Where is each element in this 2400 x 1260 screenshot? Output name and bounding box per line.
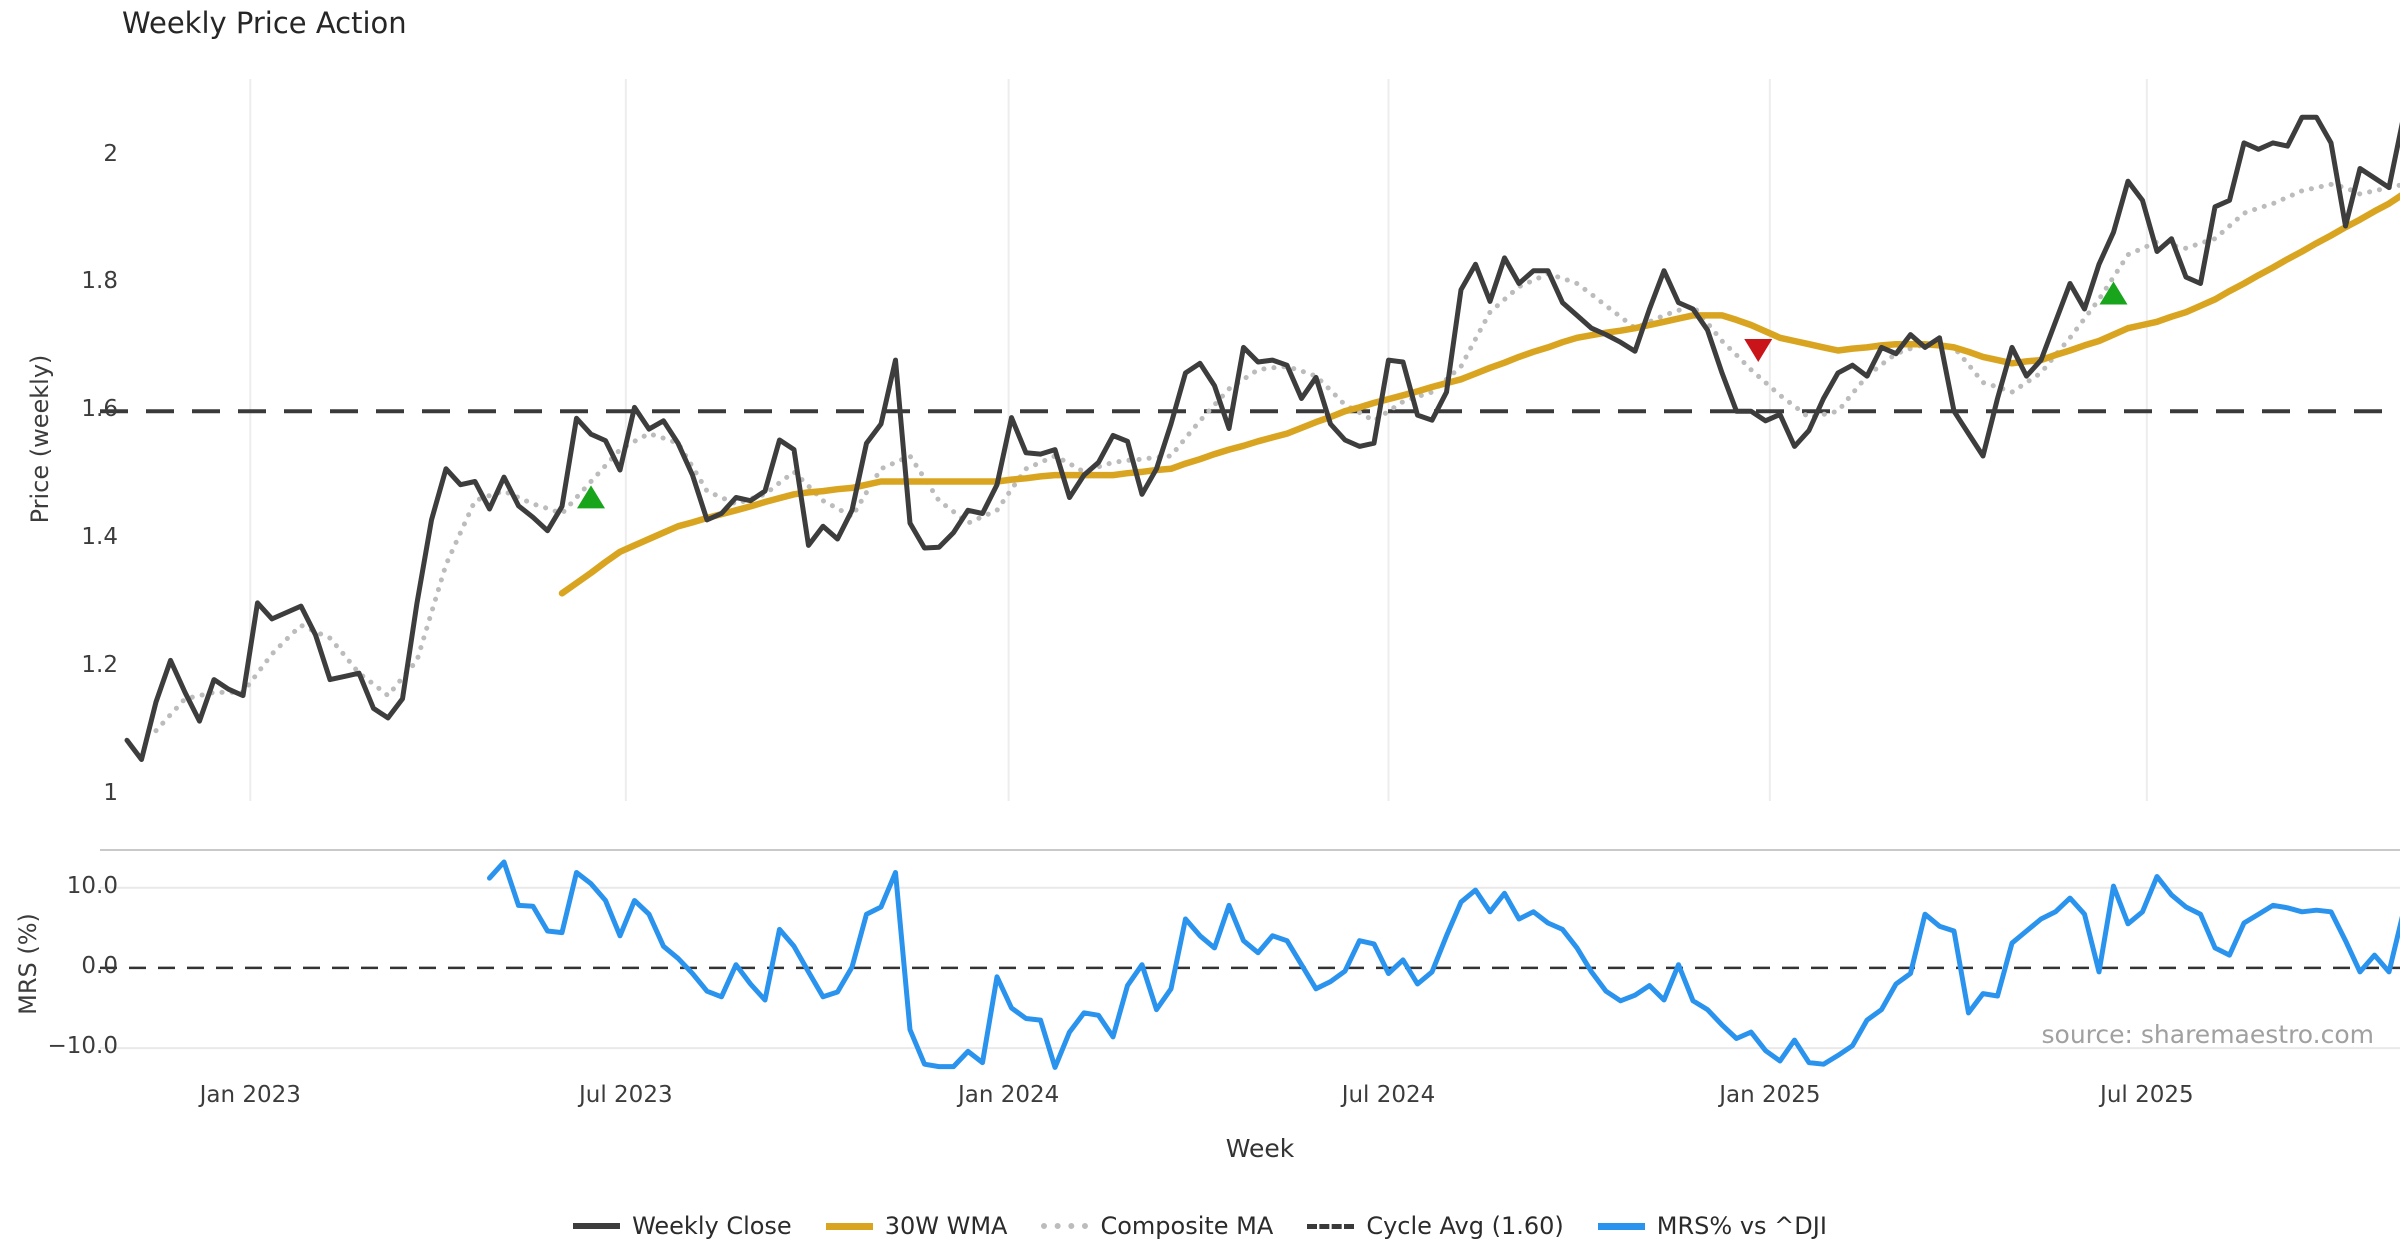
- legend-item-cycle-avg: Cycle Avg (1.60): [1307, 1212, 1564, 1240]
- legend-item-30w-wma: 30W WMA: [825, 1212, 1008, 1240]
- buy-signal-marker: [2099, 281, 2128, 305]
- x-axis-label: Week: [1225, 1134, 1295, 1163]
- legend-label: Composite MA: [1100, 1212, 1274, 1240]
- wma-line-swatch: [825, 1222, 873, 1230]
- legend-item-composite-ma: Composite MA: [1041, 1212, 1273, 1240]
- price-ytick-label: 1.2: [81, 651, 118, 678]
- chart-title: Weekly Price Action: [122, 6, 407, 40]
- source-note: source: sharemaestro.com: [2041, 1020, 2375, 1049]
- price-ytick-label: 1: [103, 779, 118, 806]
- legend-label: 30W WMA: [884, 1212, 1008, 1240]
- weekly-close-line: [124, 114, 2400, 762]
- mrs-line: [487, 859, 2400, 1070]
- mrs-ytick-label: 0.0: [81, 952, 118, 979]
- price-ytick-label: 1.8: [81, 268, 118, 295]
- composite-ma-line: [153, 181, 2400, 734]
- legend-item-weekly-close: Weekly Close: [573, 1212, 792, 1240]
- wma-30-line: [558, 192, 2400, 597]
- legend: Weekly Close 30W WMA Composite MA Cycle …: [0, 1212, 2400, 1240]
- weekly-close-line-swatch: [573, 1223, 621, 1229]
- legend-label: MRS% vs ^DJI: [1656, 1212, 1827, 1240]
- buy-signal-marker: [577, 485, 605, 509]
- mrs-ytick-label: 10.0: [66, 872, 118, 899]
- sell-signal-marker: [1744, 339, 1773, 363]
- legend-label: Weekly Close: [632, 1212, 792, 1240]
- price-axis-label: Price (weekly): [26, 354, 54, 524]
- price-ytick-label: 2: [103, 140, 118, 167]
- x-tick-label: Jan 2025: [1719, 1082, 1821, 1108]
- composite-line-swatch: [1041, 1223, 1089, 1229]
- mrs-ytick-label: −10.0: [47, 1033, 118, 1060]
- legend-item-mrs: MRS% vs ^DJI: [1597, 1212, 1827, 1240]
- x-tick-label: Jul 2025: [2100, 1082, 2194, 1108]
- x-tick-label: Jul 2024: [1341, 1082, 1436, 1108]
- x-tick-label: Jan 2023: [199, 1082, 301, 1108]
- x-tick-label: Jan 2024: [957, 1082, 1060, 1108]
- x-tick-label: Jul 2023: [578, 1082, 673, 1108]
- price-ytick-label: 1.4: [81, 524, 118, 551]
- mrs-line-swatch: [1597, 1222, 1645, 1230]
- price-ytick-label: 1.6: [81, 396, 118, 423]
- cycle-avg-line-swatch: [1307, 1223, 1355, 1229]
- legend-label: Cycle Avg (1.60): [1366, 1212, 1564, 1240]
